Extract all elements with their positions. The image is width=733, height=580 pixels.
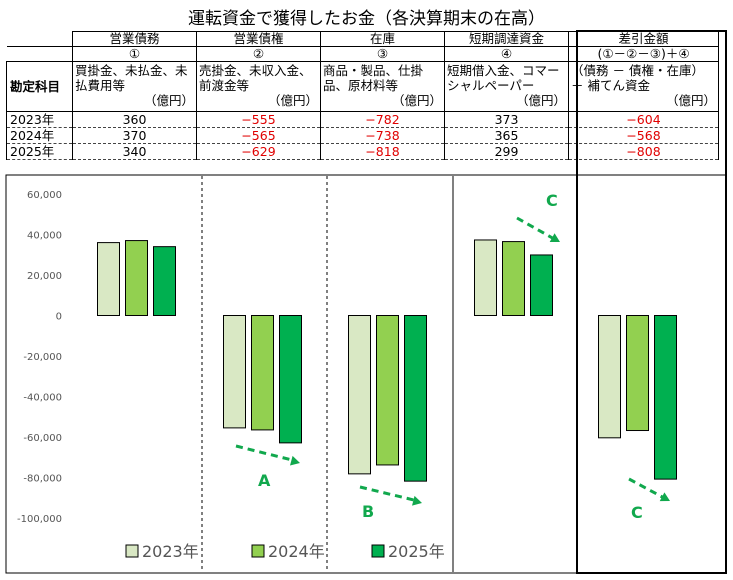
chart-title: 運転資金で獲得したお金（各決算期末の在高） bbox=[188, 9, 545, 29]
bar-2025年-在庫 bbox=[404, 315, 427, 482]
y-tick-label: -20,000 bbox=[23, 352, 62, 363]
y-axis-ticks: 60,000 40,000 20,000 0 -20,000 -40,000 -60,000… bbox=[17, 190, 62, 525]
annotation-arrow bbox=[235, 444, 297, 463]
year-label: 2025年 bbox=[6, 143, 73, 160]
unit-label: （億円） bbox=[391, 93, 442, 108]
desc-text: 商品・製品、仕掛品、原材料等 bbox=[323, 63, 424, 93]
bar-2024年-営業債権 bbox=[251, 315, 274, 431]
table-row: 2025年 340 −629 −818 299 −808 bbox=[6, 143, 719, 160]
table-row: 2023年 360 −555 −782 373 −604 bbox=[6, 111, 719, 128]
annotation-arrow bbox=[516, 216, 557, 242]
annotations: A B C C bbox=[235, 191, 670, 522]
bar-2025年-差引金額 bbox=[654, 315, 677, 480]
unit-label: （億円） bbox=[665, 93, 716, 108]
legend-swatch-2025年 bbox=[371, 544, 385, 558]
table-cell: −629 bbox=[196, 143, 321, 160]
col-desc-1: 買掛金、未払金、未払費用等 （億円） bbox=[72, 61, 197, 112]
col-header-short-term-funding: 短期調達資金 bbox=[444, 31, 569, 47]
desc-text: 売掛金、未収入金、前渡金等 bbox=[199, 63, 312, 93]
legend: 2023年 2024年 2025年 bbox=[125, 542, 445, 561]
legend-swatch-2024年 bbox=[251, 544, 265, 558]
bars bbox=[97, 239, 677, 482]
bar-2023年-差引金額 bbox=[598, 315, 621, 439]
unit-label: （億円） bbox=[515, 93, 566, 108]
col-header-payables: 営業債務 bbox=[72, 31, 197, 47]
annotation-arrowhead bbox=[549, 233, 560, 242]
bar-2023年-短期調達資金 bbox=[474, 239, 497, 316]
chart-frame bbox=[5, 30, 727, 574]
annotation-arrow bbox=[628, 477, 667, 501]
annotation-arrowhead bbox=[659, 492, 670, 502]
y-tick-label: -100,000 bbox=[17, 514, 62, 525]
net-amount-box bbox=[576, 30, 727, 574]
desc-text: （債務 － 債権・在庫） ＋ 補てん資金 bbox=[571, 63, 704, 93]
desc-text: 買掛金、未払金、未払費用等 bbox=[75, 63, 188, 93]
bar-2025年-営業債務 bbox=[153, 246, 176, 316]
col-number-5: (①－②－③)＋④ bbox=[568, 46, 719, 62]
col-desc-2: 売掛金、未収入金、前渡金等 （億円） bbox=[196, 61, 321, 112]
y-tick-label: 20,000 bbox=[27, 271, 62, 282]
table-desc-row: 勘定科目 買掛金、未払金、未払費用等 （億円） 売掛金、未収入金、前渡金等 （億円）… bbox=[6, 61, 719, 112]
col-header-receivables: 営業債権 bbox=[196, 31, 321, 47]
annotation-arrowhead bbox=[412, 495, 422, 506]
bar-2024年-在庫 bbox=[376, 315, 399, 466]
year-label: 2023年 bbox=[6, 111, 73, 128]
legend-swatch-2023年 bbox=[125, 544, 139, 558]
annotation-label: C bbox=[631, 503, 643, 522]
bar-2024年-短期調達資金 bbox=[502, 241, 525, 316]
y-tick-label: 60,000 bbox=[27, 190, 62, 201]
bar-2024年-営業債務 bbox=[125, 240, 148, 316]
bar-2023年-在庫 bbox=[348, 315, 371, 475]
legend-label: 2023年 bbox=[142, 542, 199, 561]
unit-label: （億円） bbox=[143, 93, 194, 108]
col-desc-4: 短期借入金、コマーシャルペーパー （億円） bbox=[444, 61, 569, 112]
unit-label: （億円） bbox=[267, 93, 318, 108]
y-tick-label: 0 bbox=[56, 312, 62, 323]
legend-label: 2025年 bbox=[388, 542, 445, 561]
bar-2023年-営業債務 bbox=[97, 242, 120, 317]
annotation-label: B bbox=[362, 502, 374, 521]
bar-2023年-営業債権 bbox=[223, 315, 246, 429]
legend-label: 2024年 bbox=[268, 542, 325, 561]
bar-2025年-営業債権 bbox=[279, 315, 302, 444]
annotation-label: C bbox=[546, 191, 558, 210]
annotation-arrowhead bbox=[290, 455, 300, 466]
annotation-arrow bbox=[359, 485, 419, 503]
row-header-label: 勘定科目 bbox=[6, 61, 73, 112]
y-tick-label: -60,000 bbox=[23, 433, 62, 444]
bar-2024年-差引金額 bbox=[626, 315, 649, 432]
table-cell: −808 bbox=[568, 143, 719, 160]
desc-text: 短期借入金、コマーシャルペーパー bbox=[447, 63, 560, 93]
col-desc-3: 商品・製品、仕掛品、原材料等 （億円） bbox=[320, 61, 445, 112]
bar-2025年-短期調達資金 bbox=[530, 254, 553, 316]
y-tick-label: -40,000 bbox=[23, 393, 62, 404]
y-tick-label: -80,000 bbox=[23, 474, 62, 485]
annotation-label: A bbox=[258, 471, 271, 490]
y-tick-label: 40,000 bbox=[27, 231, 62, 242]
